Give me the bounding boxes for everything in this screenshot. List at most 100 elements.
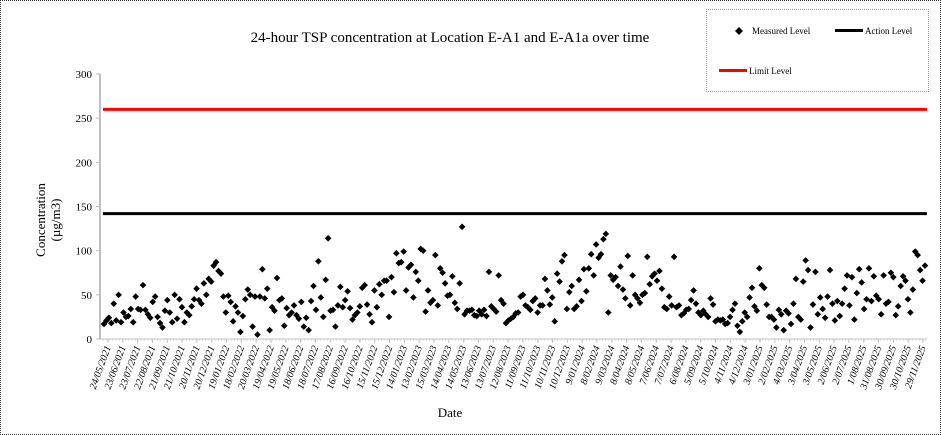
data-point — [651, 270, 658, 277]
data-point — [756, 265, 763, 272]
data-point — [485, 268, 493, 276]
data-point — [142, 306, 149, 314]
data-point — [173, 315, 181, 322]
data-point — [456, 280, 463, 287]
data-point — [334, 302, 342, 309]
data-point — [300, 323, 308, 330]
data-point — [298, 298, 305, 306]
data-point — [902, 277, 909, 284]
data-point — [578, 297, 585, 305]
data-point — [643, 253, 651, 261]
data-point — [787, 320, 795, 328]
data-point — [831, 317, 839, 324]
data-point — [804, 266, 812, 274]
data-point — [870, 272, 878, 280]
data-point — [139, 281, 147, 289]
data-point — [505, 317, 512, 324]
data-point — [566, 288, 573, 296]
data-point — [271, 307, 278, 315]
data-point — [458, 223, 466, 231]
data-point — [120, 309, 127, 316]
data-point — [629, 272, 636, 279]
data-point — [232, 303, 239, 310]
data-point — [534, 309, 541, 316]
data-point — [400, 248, 407, 255]
data-point — [417, 245, 425, 253]
data-point — [168, 318, 176, 326]
data-point — [263, 285, 271, 292]
data-point — [329, 306, 337, 314]
data-point — [692, 300, 700, 307]
legend-item-action: Action Level — [835, 26, 912, 36]
data-point — [563, 305, 571, 313]
data-point — [695, 309, 702, 316]
data-point — [697, 311, 705, 319]
data-point — [249, 323, 256, 330]
data-point — [205, 275, 213, 283]
y-tick-label: 0 — [87, 334, 93, 346]
data-point — [144, 310, 152, 318]
data-point — [607, 272, 615, 279]
data-point — [824, 293, 831, 300]
data-point — [280, 322, 288, 330]
data-point — [855, 265, 863, 273]
data-point — [585, 265, 593, 272]
data-point — [375, 280, 383, 288]
data-point — [224, 292, 232, 300]
data-point — [653, 277, 661, 284]
data-point — [108, 319, 115, 327]
data-point — [809, 301, 817, 308]
legend-label-action: Action Level — [865, 26, 913, 36]
data-point — [770, 316, 778, 323]
data-point — [129, 318, 137, 326]
data-point — [176, 295, 183, 303]
data-point — [548, 294, 556, 301]
data-point — [619, 286, 627, 293]
y-tick-label: 150 — [76, 202, 93, 214]
data-point — [795, 313, 802, 321]
data-point — [244, 286, 252, 293]
data-point — [278, 295, 286, 302]
data-point — [626, 302, 634, 309]
data-point — [132, 293, 139, 300]
data-point — [846, 302, 853, 309]
data-point — [641, 289, 649, 297]
data-point — [597, 250, 605, 258]
data-point — [514, 309, 522, 316]
data-point — [551, 318, 558, 325]
data-point — [137, 306, 144, 314]
data-point — [833, 297, 841, 305]
data-point — [276, 296, 283, 304]
data-point — [848, 273, 856, 281]
data-point — [726, 313, 734, 321]
data-point — [729, 306, 736, 314]
data-point — [368, 318, 376, 326]
data-point — [125, 312, 132, 320]
data-point — [190, 295, 198, 303]
data-point — [390, 288, 398, 296]
data-point — [288, 309, 295, 316]
chart-title: 24-hour TSP concentration at Location E-… — [250, 30, 650, 46]
data-point — [393, 250, 400, 257]
data-point — [587, 250, 595, 258]
data-point — [802, 257, 809, 264]
data-point — [203, 291, 210, 299]
data-point — [149, 298, 157, 306]
data-point — [736, 328, 744, 336]
data-point — [159, 324, 166, 331]
data-point — [734, 322, 741, 330]
diamond-marker-icon — [735, 27, 743, 35]
data-point — [383, 277, 390, 284]
data-point — [738, 318, 746, 325]
data-point — [573, 303, 580, 310]
data-point — [661, 303, 668, 311]
data-point — [266, 326, 273, 334]
data-point — [200, 280, 208, 287]
data-point — [388, 273, 395, 281]
data-point — [885, 298, 892, 306]
data-point — [851, 316, 858, 323]
data-point — [397, 258, 405, 266]
data-point — [860, 305, 868, 313]
data-point — [349, 316, 356, 323]
data-point — [634, 295, 641, 302]
